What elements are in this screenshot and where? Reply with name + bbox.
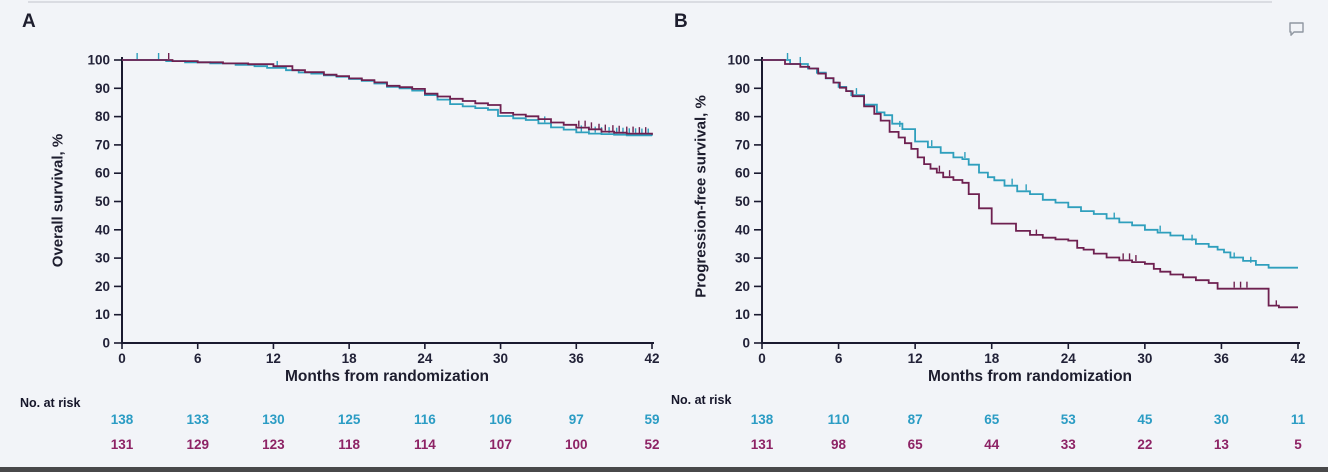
survival-curve-maroon-arm (762, 59, 1298, 309)
at-risk-value-maroon-arm: 107 (489, 437, 512, 452)
y-tick-label: 0 (102, 336, 110, 351)
comment-icon[interactable] (1286, 20, 1308, 38)
at-risk-value-teal-arm: 138 (750, 412, 774, 427)
top-divider (28, 1, 1272, 3)
x-tick-label: 0 (758, 351, 766, 366)
at-risk-value-maroon-arm: 123 (262, 437, 285, 452)
at-risk-value-teal-arm: 87 (907, 412, 923, 427)
at-risk-value-teal-arm: 45 (1137, 412, 1153, 427)
at-risk-value-teal-arm: 138 (110, 412, 134, 427)
x-tick-label: 36 (569, 351, 585, 366)
at-risk-title-panel-b: No. at risk (671, 393, 732, 407)
x-tick-label: 42 (1290, 351, 1305, 366)
at-risk-value-teal-arm: 116 (413, 412, 436, 427)
y-tick-label: 40 (735, 222, 750, 237)
y-tick-label: 10 (95, 307, 110, 322)
at-risk-value-teal-arm: 125 (337, 412, 361, 427)
y-tick-label: 10 (735, 307, 750, 322)
at-risk-value-teal-arm: 97 (568, 412, 584, 427)
at-risk-value-teal-arm: 130 (262, 412, 285, 427)
at-risk-value-maroon-arm: 114 (413, 437, 436, 452)
x-tick-label: 24 (1061, 351, 1077, 366)
at-risk-value-maroon-arm: 44 (984, 437, 1000, 452)
at-risk-value-teal-arm: 65 (984, 412, 1000, 427)
panel-label-b: B (674, 11, 689, 32)
x-tick-label: 12 (266, 351, 281, 366)
y-tick-label: 80 (95, 109, 110, 124)
y-tick-label: 30 (95, 251, 110, 266)
at-risk-value-teal-arm: 110 (827, 412, 850, 427)
x-tick-label: 18 (984, 351, 1000, 366)
at-risk-value-maroon-arm: 131 (110, 437, 134, 452)
at-risk-title-panel-a: No. at risk (20, 396, 81, 410)
y-tick-label: 20 (735, 279, 750, 294)
y-tick-label: 60 (95, 166, 110, 181)
at-risk-value-maroon-arm: 118 (338, 437, 361, 452)
y-tick-label: 40 (95, 222, 110, 237)
panel-b-chart: 0 10 20 30 40 50 60 70 80 90 100 0 6 12 18 24 30 36 42 (727, 53, 1305, 367)
at-risk-value-teal-arm: 30 (1213, 412, 1229, 427)
y-tick-label: 100 (727, 53, 750, 68)
y-axis-label-overall-survival: Overall survival, % (49, 133, 67, 268)
y-tick-label: 30 (735, 251, 750, 266)
panel-label-a: A (22, 11, 37, 32)
y-tick-label: 20 (95, 279, 110, 294)
at-risk-value-maroon-arm: 22 (1137, 437, 1153, 452)
at-risk-value-maroon-arm: 98 (831, 437, 847, 452)
x-tick-label: 30 (1137, 351, 1152, 366)
x-tick-label: 36 (1214, 351, 1230, 366)
at-risk-value-maroon-arm: 65 (907, 437, 923, 452)
bottom-divider (0, 467, 1328, 472)
y-tick-label: 80 (735, 109, 750, 124)
x-tick-label: 30 (493, 351, 508, 366)
y-axis-label-progression-free-survival: Progression-free survival, % (692, 95, 710, 298)
y-tick-label: 70 (735, 137, 750, 152)
y-tick-label: 100 (87, 53, 110, 68)
y-tick-label: 90 (735, 81, 750, 96)
at-risk-value-maroon-arm: 13 (1213, 437, 1229, 452)
y-tick-label: 60 (735, 166, 750, 181)
y-tick-label: 70 (95, 137, 110, 152)
at-risk-value-teal-arm: 11 (1290, 412, 1306, 427)
at-risk-value-teal-arm: 53 (1060, 412, 1076, 427)
x-tick-label: 0 (118, 351, 126, 366)
x-tick-label: 12 (908, 351, 923, 366)
at-risk-value-maroon-arm: 100 (565, 437, 588, 452)
at-risk-value-teal-arm: 59 (644, 412, 660, 427)
at-risk-value-maroon-arm: 5 (1294, 437, 1302, 452)
x-tick-label: 18 (342, 351, 358, 366)
at-risk-value-maroon-arm: 33 (1060, 437, 1076, 452)
y-tick-label: 50 (735, 194, 750, 209)
at-risk-value-teal-arm: 133 (186, 412, 209, 427)
at-risk-value-maroon-arm: 131 (750, 437, 774, 452)
x-tick-label: 6 (194, 351, 202, 366)
y-tick-label: 50 (95, 194, 110, 209)
survival-curve-maroon-arm (122, 59, 653, 135)
x-tick-label: 6 (835, 351, 843, 366)
y-tick-label: 0 (742, 336, 750, 351)
at-risk-value-maroon-arm: 129 (186, 437, 209, 452)
x-axis-label-panel-a: Months from randomization (284, 368, 490, 385)
x-axis-label-panel-b: Months from randomization (927, 368, 1133, 385)
panel-a-chart: 0 10 20 30 40 50 60 70 80 90 100 0 6 12 18 24 30 36 42 (87, 53, 659, 367)
x-tick-label: 42 (644, 351, 659, 366)
survival-curve-teal-arm (762, 59, 1298, 269)
y-tick-label: 90 (95, 81, 110, 96)
x-tick-label: 24 (417, 351, 433, 366)
at-risk-value-maroon-arm: 52 (644, 437, 660, 452)
at-risk-value-teal-arm: 106 (489, 412, 512, 427)
